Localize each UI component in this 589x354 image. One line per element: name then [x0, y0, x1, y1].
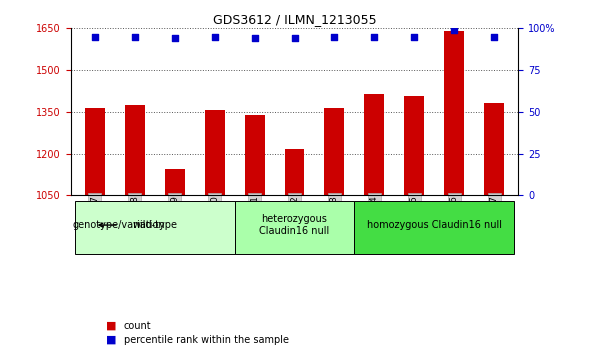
- Text: GSM498694: GSM498694: [370, 195, 379, 250]
- Bar: [85, 108, 105, 195]
- Text: wild-type: wild-type: [132, 220, 177, 230]
- Text: GSM498687: GSM498687: [90, 195, 99, 250]
- Text: percentile rank within the sample: percentile rank within the sample: [124, 335, 289, 345]
- Point: [210, 34, 219, 40]
- Text: ■: ■: [106, 335, 117, 345]
- Point: [330, 34, 339, 40]
- Point: [170, 35, 179, 41]
- FancyBboxPatch shape: [234, 201, 355, 254]
- Text: GSM498696: GSM498696: [450, 195, 459, 250]
- Bar: [244, 115, 264, 195]
- Text: GSM498693: GSM498693: [330, 195, 339, 250]
- Point: [370, 34, 379, 40]
- Text: homozygous Claudin16 null: homozygous Claudin16 null: [367, 220, 502, 230]
- Text: GSM498689: GSM498689: [170, 195, 179, 250]
- Point: [410, 34, 419, 40]
- Title: GDS3612 / ILMN_1213055: GDS3612 / ILMN_1213055: [213, 13, 376, 26]
- Bar: [204, 110, 224, 195]
- Point: [90, 34, 100, 40]
- Bar: [365, 94, 385, 195]
- FancyBboxPatch shape: [355, 201, 514, 254]
- Point: [489, 34, 499, 40]
- Bar: [405, 97, 425, 195]
- Bar: [484, 103, 504, 195]
- Text: heterozygous
Claudin16 null: heterozygous Claudin16 null: [259, 214, 330, 236]
- Point: [290, 35, 299, 41]
- Text: ■: ■: [106, 321, 117, 331]
- Text: GSM498688: GSM498688: [130, 195, 139, 250]
- Text: GSM498695: GSM498695: [410, 195, 419, 250]
- Bar: [164, 169, 184, 195]
- FancyBboxPatch shape: [75, 201, 234, 254]
- Text: count: count: [124, 321, 151, 331]
- Bar: [125, 105, 145, 195]
- Bar: [284, 149, 305, 195]
- Text: GSM498692: GSM498692: [290, 195, 299, 250]
- Point: [250, 35, 259, 41]
- Text: GSM498690: GSM498690: [210, 195, 219, 250]
- Text: GSM498691: GSM498691: [250, 195, 259, 250]
- Point: [449, 27, 459, 33]
- Bar: [444, 31, 464, 195]
- Text: genotype/variation: genotype/variation: [72, 220, 166, 230]
- Text: GSM498697: GSM498697: [490, 195, 499, 250]
- Bar: [325, 108, 345, 195]
- Point: [130, 34, 140, 40]
